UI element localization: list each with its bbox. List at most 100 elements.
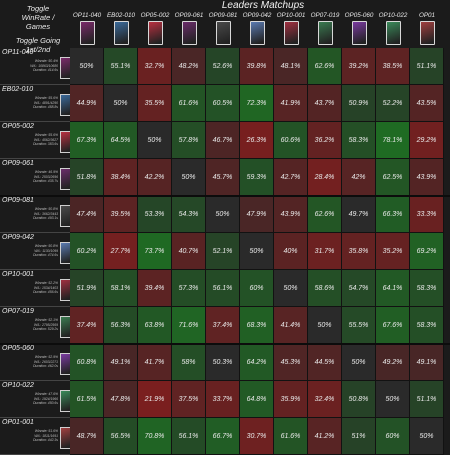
- toggle-winrate-games-button[interactable]: Toggle WinRate / Games: [21, 4, 55, 31]
- matchup-cell[interactable]: 53.3%: [138, 196, 172, 233]
- matchup-cell[interactable]: 50%: [410, 418, 444, 455]
- matchup-cell[interactable]: 50%: [70, 48, 104, 85]
- matchup-cell[interactable]: 58.1%: [104, 270, 138, 307]
- row-header[interactable]: OP10-001 Winrate: 52.2% W/L: 1534/1403 Dura…: [0, 270, 72, 307]
- column-header[interactable]: OP09-061: [172, 12, 206, 48]
- matchup-cell[interactable]: 41.2%: [308, 418, 342, 455]
- matchup-cell[interactable]: 39.4%: [138, 270, 172, 307]
- matchup-cell[interactable]: 50%: [376, 381, 410, 418]
- matchup-cell[interactable]: 55.1%: [104, 48, 138, 85]
- matchup-cell[interactable]: 43.9%: [410, 159, 444, 196]
- matchup-cell[interactable]: 64.5%: [104, 122, 138, 159]
- matchup-cell[interactable]: 56.1%: [206, 270, 240, 307]
- matchup-cell[interactable]: 61.5%: [70, 381, 104, 418]
- matchup-cell[interactable]: 44.9%: [70, 85, 104, 122]
- column-header[interactable]: OP10-022: [376, 12, 410, 48]
- matchup-cell[interactable]: 38.5%: [376, 48, 410, 85]
- column-header[interactable]: OP01: [410, 12, 444, 48]
- column-header[interactable]: OP09-081: [206, 12, 240, 48]
- matchup-cell[interactable]: 58.3%: [410, 307, 444, 344]
- matchup-cell[interactable]: 35.5%: [138, 85, 172, 122]
- matchup-cell[interactable]: 62.5%: [376, 159, 410, 196]
- column-header[interactable]: OP05-060: [342, 12, 376, 48]
- matchup-cell[interactable]: 64.8%: [240, 381, 274, 418]
- row-header[interactable]: OP09-061 Winrate: 46.9% W/L: 2503/2696 Dura…: [0, 159, 72, 196]
- matchup-cell[interactable]: 35.9%: [274, 381, 308, 418]
- matchup-cell[interactable]: 50%: [172, 159, 206, 196]
- matchup-cell[interactable]: 42.7%: [274, 159, 308, 196]
- matchup-cell[interactable]: 35.8%: [342, 233, 376, 270]
- matchup-cell[interactable]: 50%: [342, 344, 376, 381]
- matchup-cell[interactable]: 40.7%: [172, 233, 206, 270]
- matchup-cell[interactable]: 41.9%: [274, 85, 308, 122]
- matchup-cell[interactable]: 56.3%: [104, 307, 138, 344]
- matchup-cell[interactable]: 68.3%: [240, 307, 274, 344]
- matchup-cell[interactable]: 44.5%: [308, 344, 342, 381]
- matchup-cell[interactable]: 42.2%: [138, 159, 172, 196]
- matchup-cell[interactable]: 21.9%: [138, 381, 172, 418]
- column-header[interactable]: EB02-010: [104, 12, 138, 48]
- column-header[interactable]: OP09-042: [240, 12, 274, 48]
- row-header[interactable]: OP01-001 Winrate: 51.6% W/L: 1811/1691 Dura…: [0, 418, 72, 455]
- matchup-cell[interactable]: 62.6%: [308, 48, 342, 85]
- matchup-cell[interactable]: 37.4%: [206, 307, 240, 344]
- matchup-cell[interactable]: 29.2%: [410, 122, 444, 159]
- matchup-cell[interactable]: 72.3%: [240, 85, 274, 122]
- matchup-cell[interactable]: 31.7%: [308, 233, 342, 270]
- matchup-cell[interactable]: 55.5%: [342, 307, 376, 344]
- matchup-cell[interactable]: 50.3%: [206, 344, 240, 381]
- matchup-cell[interactable]: 39.8%: [240, 48, 274, 85]
- matchup-cell[interactable]: 35.2%: [376, 233, 410, 270]
- matchup-cell[interactable]: 66.7%: [206, 418, 240, 455]
- matchup-cell[interactable]: 78.1%: [376, 122, 410, 159]
- matchup-cell[interactable]: 52.6%: [206, 48, 240, 85]
- matchup-cell[interactable]: 26.3%: [240, 122, 274, 159]
- matchup-cell[interactable]: 48.7%: [70, 418, 104, 455]
- matchup-cell[interactable]: 56.5%: [104, 418, 138, 455]
- matchup-cell[interactable]: 66.3%: [376, 196, 410, 233]
- matchup-cell[interactable]: 60.5%: [206, 85, 240, 122]
- matchup-cell[interactable]: 41.4%: [274, 307, 308, 344]
- matchup-cell[interactable]: 60.8%: [70, 344, 104, 381]
- row-header[interactable]: OP09-042 Winrate: 50.8% W/L: 1130/1099 Dura…: [0, 233, 72, 270]
- row-header[interactable]: OP05-002 Winrate: 55.6% W/L: 4562/3627 Dura…: [0, 122, 72, 159]
- matchup-cell[interactable]: 50%: [206, 196, 240, 233]
- row-header[interactable]: OP11-040 Winrate: 50.4% W/L: 10863/10680 Du…: [0, 48, 72, 85]
- matchup-cell[interactable]: 54.3%: [172, 196, 206, 233]
- row-header[interactable]: OP09-081 Winrate: 50.8% W/L: 3662/3443 Dura…: [0, 196, 72, 233]
- matchup-cell[interactable]: 33.7%: [206, 381, 240, 418]
- matchup-cell[interactable]: 67.3%: [70, 122, 104, 159]
- matchup-cell[interactable]: 38.4%: [104, 159, 138, 196]
- matchup-cell[interactable]: 60.2%: [70, 233, 104, 270]
- matchup-cell[interactable]: 58.6%: [308, 270, 342, 307]
- matchup-cell[interactable]: 69.2%: [410, 233, 444, 270]
- matchup-cell[interactable]: 42%: [342, 159, 376, 196]
- matchup-cell[interactable]: 52.1%: [206, 233, 240, 270]
- matchup-cell[interactable]: 70.8%: [138, 418, 172, 455]
- matchup-cell[interactable]: 32.4%: [308, 381, 342, 418]
- matchup-cell[interactable]: 57.8%: [172, 122, 206, 159]
- matchup-cell[interactable]: 45.3%: [274, 344, 308, 381]
- column-header[interactable]: OP05-002: [138, 12, 172, 48]
- matchup-cell[interactable]: 43.7%: [308, 85, 342, 122]
- matchup-cell[interactable]: 61.6%: [274, 418, 308, 455]
- matchup-cell[interactable]: 50%: [308, 307, 342, 344]
- matchup-cell[interactable]: 61.6%: [172, 85, 206, 122]
- row-header[interactable]: OP05-060 Winrate: 52.9% W/L: 2603/2271 Dura…: [0, 344, 72, 381]
- matchup-cell[interactable]: 59.3%: [240, 159, 274, 196]
- matchup-cell[interactable]: 48.1%: [274, 48, 308, 85]
- matchup-cell[interactable]: 58.3%: [342, 122, 376, 159]
- matchup-cell[interactable]: 39.2%: [342, 48, 376, 85]
- matchup-cell[interactable]: 56.1%: [172, 418, 206, 455]
- matchup-cell[interactable]: 62.6%: [308, 196, 342, 233]
- matchup-cell[interactable]: 60%: [376, 418, 410, 455]
- matchup-cell[interactable]: 67.6%: [376, 307, 410, 344]
- matchup-cell[interactable]: 50%: [104, 85, 138, 122]
- matchup-cell[interactable]: 45.7%: [206, 159, 240, 196]
- matchup-cell[interactable]: 50.8%: [342, 381, 376, 418]
- matchup-cell[interactable]: 32.7%: [138, 48, 172, 85]
- matchup-cell[interactable]: 27.7%: [104, 233, 138, 270]
- matchup-cell[interactable]: 40%: [274, 233, 308, 270]
- row-header[interactable]: EB02-010 Winrate: 55.6% W/L: 4891/4290 Dura…: [0, 85, 72, 122]
- matchup-cell[interactable]: 36.2%: [308, 122, 342, 159]
